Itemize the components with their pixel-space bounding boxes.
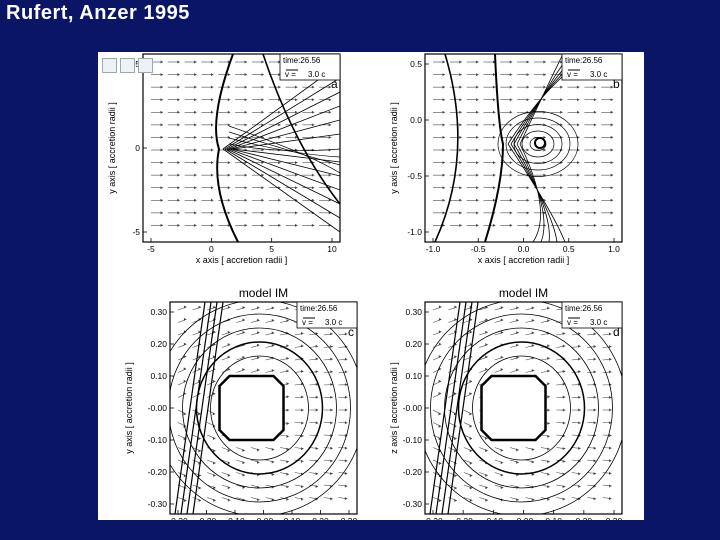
settings-icon[interactable] (138, 58, 153, 73)
velocity-label: v = (567, 70, 578, 79)
y-tick-label: -0.5 (407, 171, 422, 181)
velocity-legend-box (279, 53, 341, 81)
y-tick-label: -1.0 (407, 227, 422, 237)
plot-panel-c: time:26.56 v = 3.0 c c model IM 0.30 0.20 0.10 -… (124, 286, 358, 520)
x-tick-label: 0.20 (312, 516, 329, 520)
x-tick-label: -0.5 (471, 244, 486, 254)
shock-front-curve (215, 54, 239, 242)
x-tick-label: 0.20 (576, 516, 593, 520)
y-axis-title: y axis [ accretion radii ] (107, 102, 117, 194)
print-icon[interactable] (120, 58, 135, 73)
y-tick-label: -0.00 (403, 403, 423, 413)
x-tick-label: 0.5 (563, 244, 575, 254)
x-tick-label: 10 (327, 244, 337, 254)
y-axis-title: y axis [ accretion radii ] (124, 362, 134, 454)
x-tick-label: 5 (269, 244, 274, 254)
x-tick-label: -0.00 (514, 516, 534, 520)
accretor-hole (218, 374, 285, 442)
x-tick-label: -0.00 (254, 516, 274, 520)
x-axis-title: x axis [ accretion radii ] (478, 255, 570, 265)
velocity-value: 3.0 c (590, 318, 607, 327)
x-tick-label: 0.10 (545, 516, 562, 520)
x-tick-label: -0.10 (225, 516, 245, 520)
x-tick-label: 0.0 (518, 244, 530, 254)
x-tick-label: -0.10 (484, 516, 504, 520)
x-axis-title: x axis [ accretion radii ] (196, 255, 288, 265)
panel-heading: model IM (239, 286, 288, 300)
velocity-label: v = (302, 318, 313, 327)
y-tick-label: 0.0 (410, 115, 422, 125)
plot-frame (424, 53, 623, 243)
velocity-label: v = (285, 70, 296, 79)
shock-front-curve (484, 54, 505, 242)
time-label: time:26.56 (565, 304, 603, 313)
plot-panel-d: time:26.56 v = 3.0 c d model IM 0.30 0.20 0.10 -… (389, 286, 623, 520)
y-tick-label: 0.20 (150, 339, 167, 349)
accretor-hole (480, 374, 547, 442)
x-tick-label: -5 (147, 244, 155, 254)
velocity-value: 3.0 c (590, 70, 607, 79)
x-tick-label: -0.20 (197, 516, 217, 520)
plot-panel-b: time:26.56 v = 3.0 c b 0.5 0.0 -0.5 -1.0 -1.0 -0.… (389, 53, 623, 265)
panel-letter: d (613, 325, 620, 339)
panel-letter: c (348, 325, 354, 339)
y-tick-label: -0.30 (148, 499, 168, 509)
y-tick-label: -0.30 (403, 499, 423, 509)
velocity-legend-box (561, 53, 623, 81)
save-icon[interactable] (102, 58, 117, 73)
y-tick-label: 0.5 (410, 59, 422, 69)
velocity-value: 3.0 c (308, 70, 325, 79)
panel-heading: model IM (499, 286, 548, 300)
x-tick-label: 0.30 (606, 516, 623, 520)
x-tick-label: -1.0 (426, 244, 441, 254)
x-tick-label: 0.30 (341, 516, 358, 520)
y-axis-title: z axis [ accretion radii ] (389, 362, 399, 454)
y-tick-label: -5 (132, 227, 140, 237)
panel-letter: b (613, 77, 620, 91)
velocity-legend-box (561, 301, 623, 329)
velocity-value: 3.0 c (325, 318, 342, 327)
x-tick-label: 1.0 (608, 244, 620, 254)
plot-panel-a: time:26.56 v = 3.0 c a 5 0 -5 -5 0 5 10 x axis [ ac… (107, 53, 341, 265)
y-tick-label: -0.20 (403, 467, 423, 477)
y-tick-label: -0.20 (148, 467, 168, 477)
y-tick-label: -0.00 (148, 403, 168, 413)
y-tick-label: 0 (135, 143, 140, 153)
time-label: time:26.56 (283, 56, 321, 65)
y-tick-label: 0.30 (150, 307, 167, 317)
x-tick-label: -0.30 (168, 516, 188, 520)
y-tick-label: 0.20 (405, 339, 422, 349)
panel-letter: a (331, 77, 338, 91)
slide-title: Rufert, Anzer 1995 (6, 2, 190, 24)
x-tick-label: 0.10 (284, 516, 301, 520)
figure-plots: time:26.56 v = 3.0 c a 5 0 -5 -5 0 5 10 x axis [ ac… (107, 53, 623, 520)
y-tick-label: -0.10 (148, 435, 168, 445)
time-label: time:26.56 (565, 56, 603, 65)
time-label: time:26.56 (300, 304, 338, 313)
accretor-marker (534, 137, 546, 149)
image-toolbar (102, 58, 153, 76)
y-tick-label: 0.10 (405, 371, 422, 381)
y-tick-label: -0.10 (403, 435, 423, 445)
y-axis-title: y axis [ accretion radii ] (389, 102, 399, 194)
x-tick-label: -0.30 (423, 516, 443, 520)
y-tick-label: 5 (135, 59, 140, 69)
x-tick-label: -0.20 (453, 516, 473, 520)
x-tick-label: 0 (209, 244, 214, 254)
y-tick-label: 0.10 (150, 371, 167, 381)
velocity-label: v = (567, 318, 578, 327)
figure-panel: time:26.56 v = 3.0 c a 5 0 -5 -5 0 5 10 x axis [ ac… (98, 52, 644, 520)
y-tick-label: 0.30 (405, 307, 422, 317)
velocity-legend-box (296, 301, 358, 329)
